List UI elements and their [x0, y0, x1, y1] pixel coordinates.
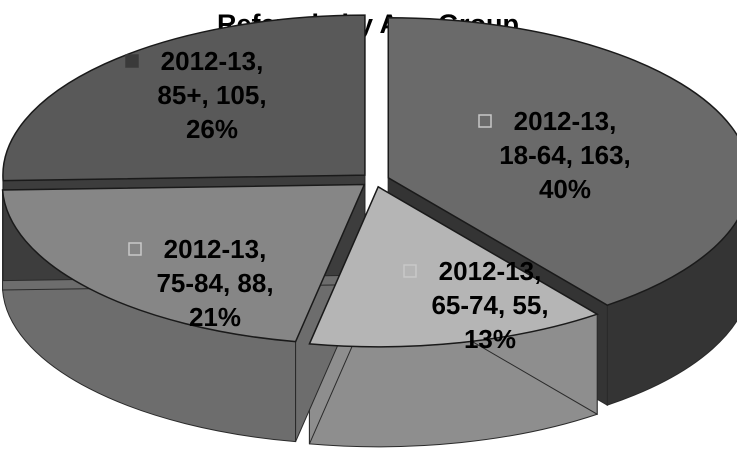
- data-label-line: 26%: [186, 114, 238, 144]
- legend-key-85+: [125, 54, 139, 68]
- data-label-line: 18-64, 163,: [499, 140, 631, 170]
- data-label-line: 75-84, 88,: [156, 268, 273, 298]
- data-label-line: 21%: [189, 302, 241, 332]
- label-85+: 2012-13, 85+, 105, 26%: [125, 46, 267, 144]
- data-label-line: 85+, 105,: [157, 80, 266, 110]
- data-label-line: 2012-13,: [439, 256, 542, 286]
- legend-key-18-64: [478, 114, 492, 128]
- slice-75-84: [1, 183, 366, 343]
- data-label-line: 2012-13,: [161, 46, 264, 76]
- legend-key-75-84: [128, 242, 142, 256]
- label-18-64: 2012-13, 18-64, 163, 40%: [478, 106, 631, 204]
- slice-18-64: [387, 17, 737, 306]
- slice-labels: 2012-13, 18-64, 163, 40% 2012-13, 65-74, 55,…: [125, 46, 631, 354]
- data-label-line: 40%: [539, 174, 591, 204]
- legend-key-65-74: [403, 264, 417, 278]
- data-label-line: 65-74, 55,: [431, 290, 548, 320]
- pie-slices: [1, 14, 737, 348]
- label-65-74: 2012-13, 65-74, 55, 13%: [403, 256, 549, 354]
- slice-65-74: [308, 185, 599, 348]
- data-label-line: 13%: [464, 324, 516, 354]
- label-75-84: 2012-13, 75-84, 88, 21%: [128, 234, 274, 332]
- data-label-line: 2012-13,: [164, 234, 267, 264]
- slice-85+: [2, 14, 366, 182]
- data-label-line: 2012-13,: [514, 106, 617, 136]
